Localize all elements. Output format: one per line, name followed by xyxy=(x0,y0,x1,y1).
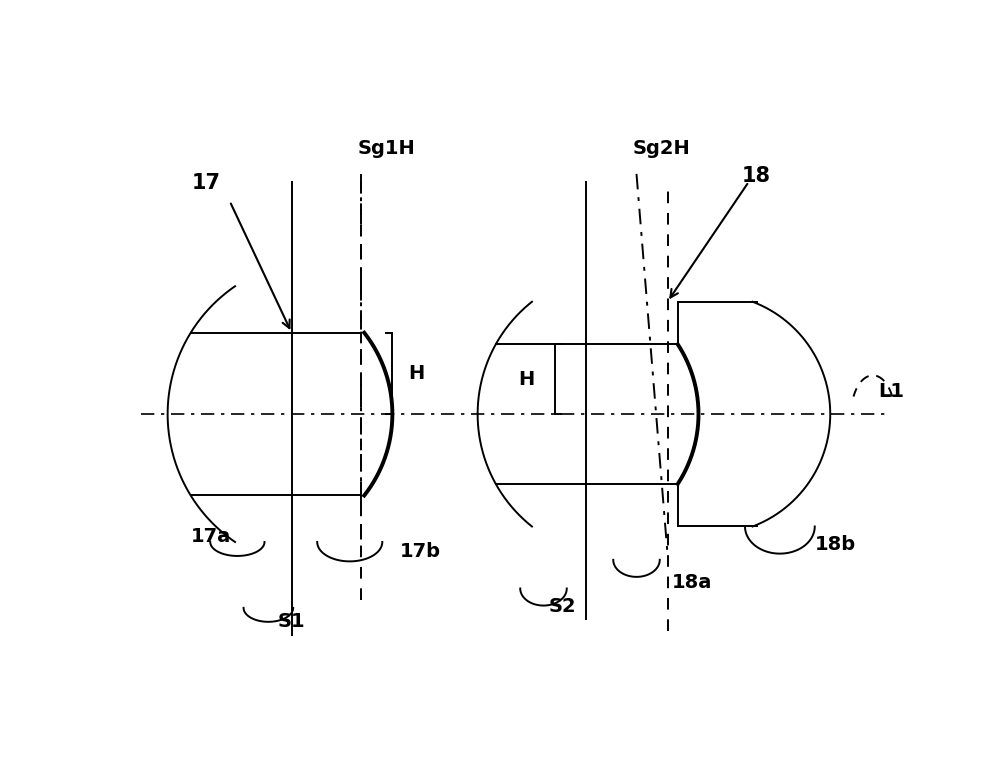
Text: H: H xyxy=(518,370,534,389)
Text: Sg1H: Sg1H xyxy=(358,139,415,159)
Text: 18b: 18b xyxy=(815,535,856,553)
Text: L1: L1 xyxy=(878,382,904,401)
Text: S2: S2 xyxy=(549,597,577,616)
Text: 17a: 17a xyxy=(191,527,231,546)
Text: S1: S1 xyxy=(278,612,305,632)
Text: H: H xyxy=(408,365,424,383)
Text: Sg2H: Sg2H xyxy=(633,139,690,159)
Text: 18a: 18a xyxy=(671,574,712,592)
Text: 18: 18 xyxy=(742,166,771,186)
Text: 17b: 17b xyxy=(400,543,441,561)
Text: 17: 17 xyxy=(192,173,221,194)
